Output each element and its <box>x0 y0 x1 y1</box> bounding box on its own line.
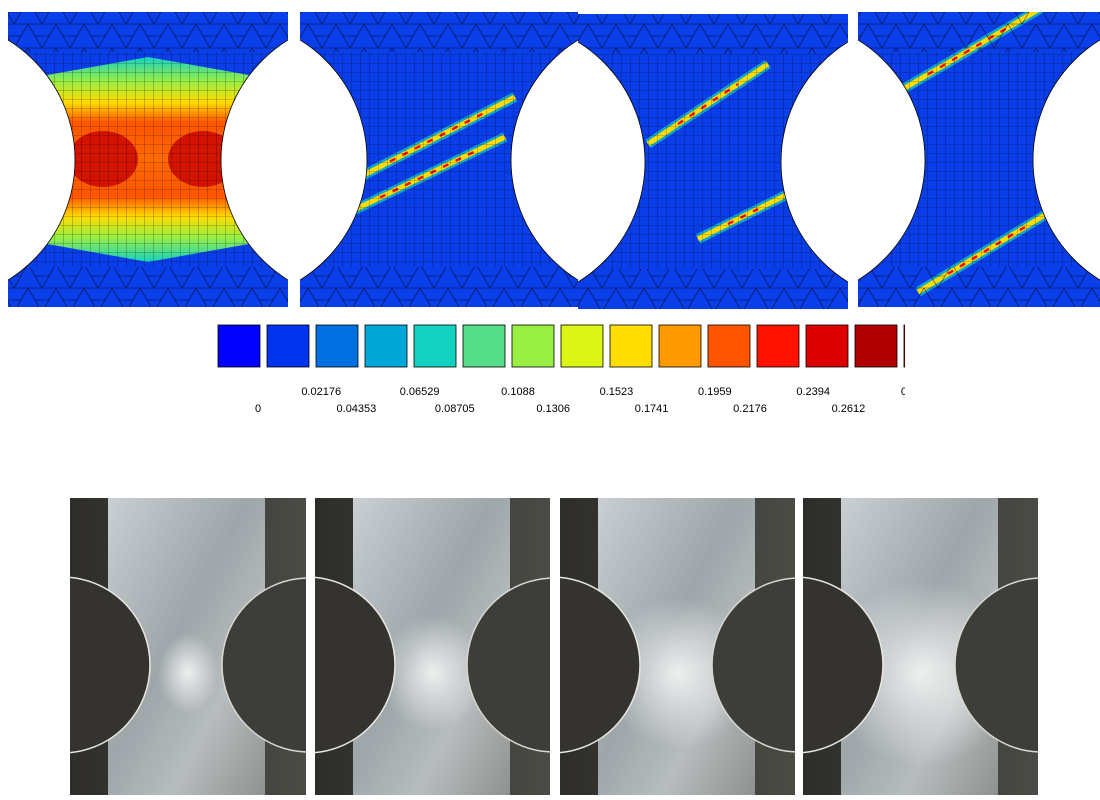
colorbar-swatch <box>756 324 800 368</box>
notch <box>300 39 368 281</box>
colorbar-swatch <box>511 324 555 368</box>
notch <box>510 39 578 281</box>
notch <box>780 41 848 283</box>
mesh-bottom <box>578 269 848 309</box>
specimen-photos <box>70 498 1038 795</box>
notch <box>954 577 1038 753</box>
colorbar-label: 0 <box>255 403 261 415</box>
mesh-bottom <box>300 267 578 307</box>
colorbar-label: 0.1088 <box>501 386 535 398</box>
colorbar-swatch <box>315 324 359 368</box>
colorbar-swatch <box>903 324 905 368</box>
mesh-bottom <box>858 267 1100 307</box>
colorbar-swatch <box>266 324 310 368</box>
colorbar-body: 0 0.02176 0.04353 0.06529 0.08705 0.10880.130… <box>217 324 922 415</box>
simulation-panel <box>300 12 578 307</box>
mesh-top <box>300 12 578 52</box>
colorbar-label: 0.02176 <box>301 386 341 398</box>
notch <box>1032 39 1100 281</box>
colorbar: 0 0.02176 0.04353 0.06529 0.08705 0.10880.130… <box>217 324 922 415</box>
notch <box>560 576 641 754</box>
colorbar-label: 0.04353 <box>337 403 377 415</box>
simulation-panel <box>858 12 1100 307</box>
notch <box>221 577 306 753</box>
colorbar-swatch <box>609 324 653 368</box>
specimen-glare <box>381 615 485 731</box>
colorbar-label: 0.2176 <box>733 403 767 415</box>
notch <box>315 576 396 754</box>
notch <box>220 39 288 281</box>
mesh-top <box>8 12 288 52</box>
mesh-top <box>858 12 1100 52</box>
photo <box>560 498 795 795</box>
colorbar-swatch <box>413 324 457 368</box>
colorbar-swatch <box>707 324 751 368</box>
colorbar-swatch <box>560 324 604 368</box>
simulation-panel <box>8 12 288 307</box>
colorbar-label: 0.1306 <box>536 403 570 415</box>
notch <box>70 576 151 754</box>
notch <box>858 39 926 281</box>
simulation-panel <box>578 14 848 309</box>
colorbar-label: 0.1959 <box>698 386 732 398</box>
colorbar-label: 0.28 <box>901 386 922 398</box>
colorbar-swatch <box>854 324 898 368</box>
photo <box>70 498 306 795</box>
colorbar-swatch <box>364 324 408 368</box>
notch <box>803 576 884 754</box>
mesh-top <box>578 14 848 54</box>
colorbar-label: 0.06529 <box>400 386 440 398</box>
notch <box>711 577 795 753</box>
notch <box>466 577 550 753</box>
photo <box>315 498 550 795</box>
colorbar-label: 0.1523 <box>600 386 634 398</box>
colorbar-label: 0.2612 <box>832 403 866 415</box>
notch <box>8 39 76 281</box>
colorbar-swatch <box>658 324 702 368</box>
colorbar-swatch <box>217 324 261 368</box>
notch <box>578 41 646 283</box>
specimen-glare <box>604 597 752 749</box>
photo <box>803 498 1038 795</box>
colorbar-label: 0.1741 <box>635 403 669 415</box>
colorbar-label: 0.2394 <box>796 386 830 398</box>
colorbar-swatch <box>805 324 849 368</box>
specimen-glare <box>158 633 218 713</box>
mesh-bottom <box>8 267 288 307</box>
colorbar-swatch <box>462 324 506 368</box>
simulation-panels <box>8 12 1100 309</box>
colorbar-label: 0.08705 <box>435 403 475 415</box>
